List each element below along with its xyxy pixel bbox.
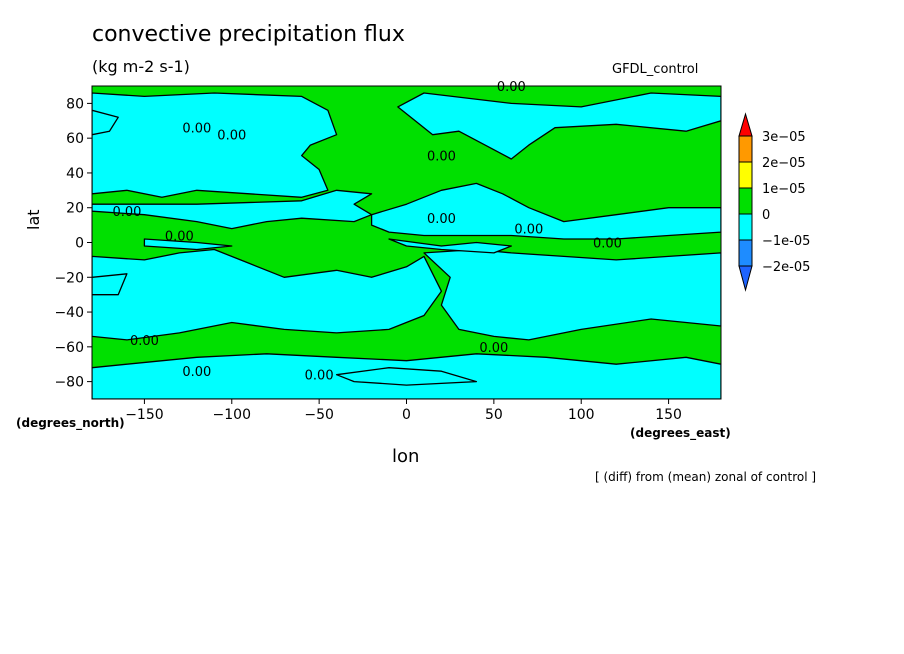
colorbar-label: 2e−05 (762, 156, 806, 171)
colorbar-swatch (738, 213, 753, 241)
x-tick-label: 150 (655, 407, 682, 423)
y-tick-label: 0 (75, 236, 84, 252)
chart-units: (kg m-2 s-1) (92, 57, 190, 76)
contour-label-10: 0.00 (130, 334, 159, 349)
y-tick-label: −80 (54, 375, 84, 391)
contour-label-5: 0.00 (427, 150, 456, 165)
footnote: [ (diff) from (mean) zonal of control ] (595, 470, 817, 484)
x-axis: −150 −100 −50 0 50 100 150 (125, 399, 682, 423)
x-tick-label: −150 (125, 407, 163, 423)
y-tick-label: 20 (66, 201, 84, 217)
negative-region-6 (92, 248, 443, 341)
negative-region-7 (423, 248, 721, 341)
contour-label-12: 0.00 (305, 369, 334, 384)
colorbar: 3e−05 2e−05 1e−05 0 −1e-05 −2e-05 (738, 112, 810, 292)
contour-labels: 0.00 0.00 0.00 0.00 0.00 0.00 0.00 0.00 0.00 0.00… (112, 80, 621, 384)
negative-region-11 (143, 238, 233, 251)
contour-label-4: 0.00 (217, 129, 246, 144)
y-tick-label: 60 (66, 131, 84, 147)
y-tick-label: 40 (66, 166, 84, 182)
colorbar-swatch (738, 161, 753, 189)
contour-label-11: 0.00 (182, 365, 211, 380)
colorbar-label: 0 (762, 208, 770, 223)
contour-field (92, 92, 721, 399)
x-tick-label: 0 (402, 407, 411, 423)
colorbar-swatch (738, 135, 753, 163)
y-tick-label: −20 (54, 270, 84, 286)
contour-label-9: 0.00 (497, 80, 526, 95)
negative-region-12 (92, 273, 128, 296)
colorbar-label: −2e-05 (762, 260, 810, 275)
colorbar-under-arrow (738, 265, 753, 292)
colorbar-label: −1e-05 (762, 234, 810, 249)
contour-label-7: 0.00 (514, 223, 543, 238)
colorbar-swatch (738, 239, 753, 267)
contour-label-6: 0.00 (427, 212, 456, 227)
negative-region-10 (388, 238, 512, 254)
contour-label-13: 0.00 (479, 341, 508, 356)
x-tick-label: 100 (568, 407, 595, 423)
colorbar-over-arrow (738, 112, 753, 137)
y-tick-label: −40 (54, 305, 84, 321)
contour-label-8: 0.00 (593, 237, 622, 252)
y-tick-label: 80 (66, 96, 84, 112)
dataset-label: GFDL_control (612, 62, 699, 77)
x-tick-label: 50 (485, 407, 503, 423)
contour-label-3: 0.00 (165, 230, 194, 245)
contour-label-2: 0.00 (112, 205, 141, 220)
colorbar-swatch (738, 187, 753, 215)
negative-region-1 (92, 92, 338, 198)
negative-region-4 (397, 92, 721, 160)
chart-title: convective precipitation flux (92, 22, 405, 47)
colorbar-label: 1e−05 (762, 182, 806, 197)
negative-region-9 (335, 367, 478, 386)
negative-region-5 (370, 182, 721, 240)
y-tick-label: −60 (54, 340, 84, 356)
negative-region-2 (92, 109, 119, 136)
colorbar-label: 3e−05 (762, 130, 806, 145)
y-axis-units: (degrees_north) (16, 416, 125, 430)
contour-label-1: 0.00 (182, 122, 211, 137)
x-tick-label: −100 (213, 407, 251, 423)
x-axis-label: lon (392, 446, 420, 467)
x-axis-units: (degrees_east) (630, 426, 731, 440)
x-tick-label: −50 (304, 407, 334, 423)
y-axis: −80 −60 −40 −20 0 20 40 60 80 (54, 96, 92, 391)
